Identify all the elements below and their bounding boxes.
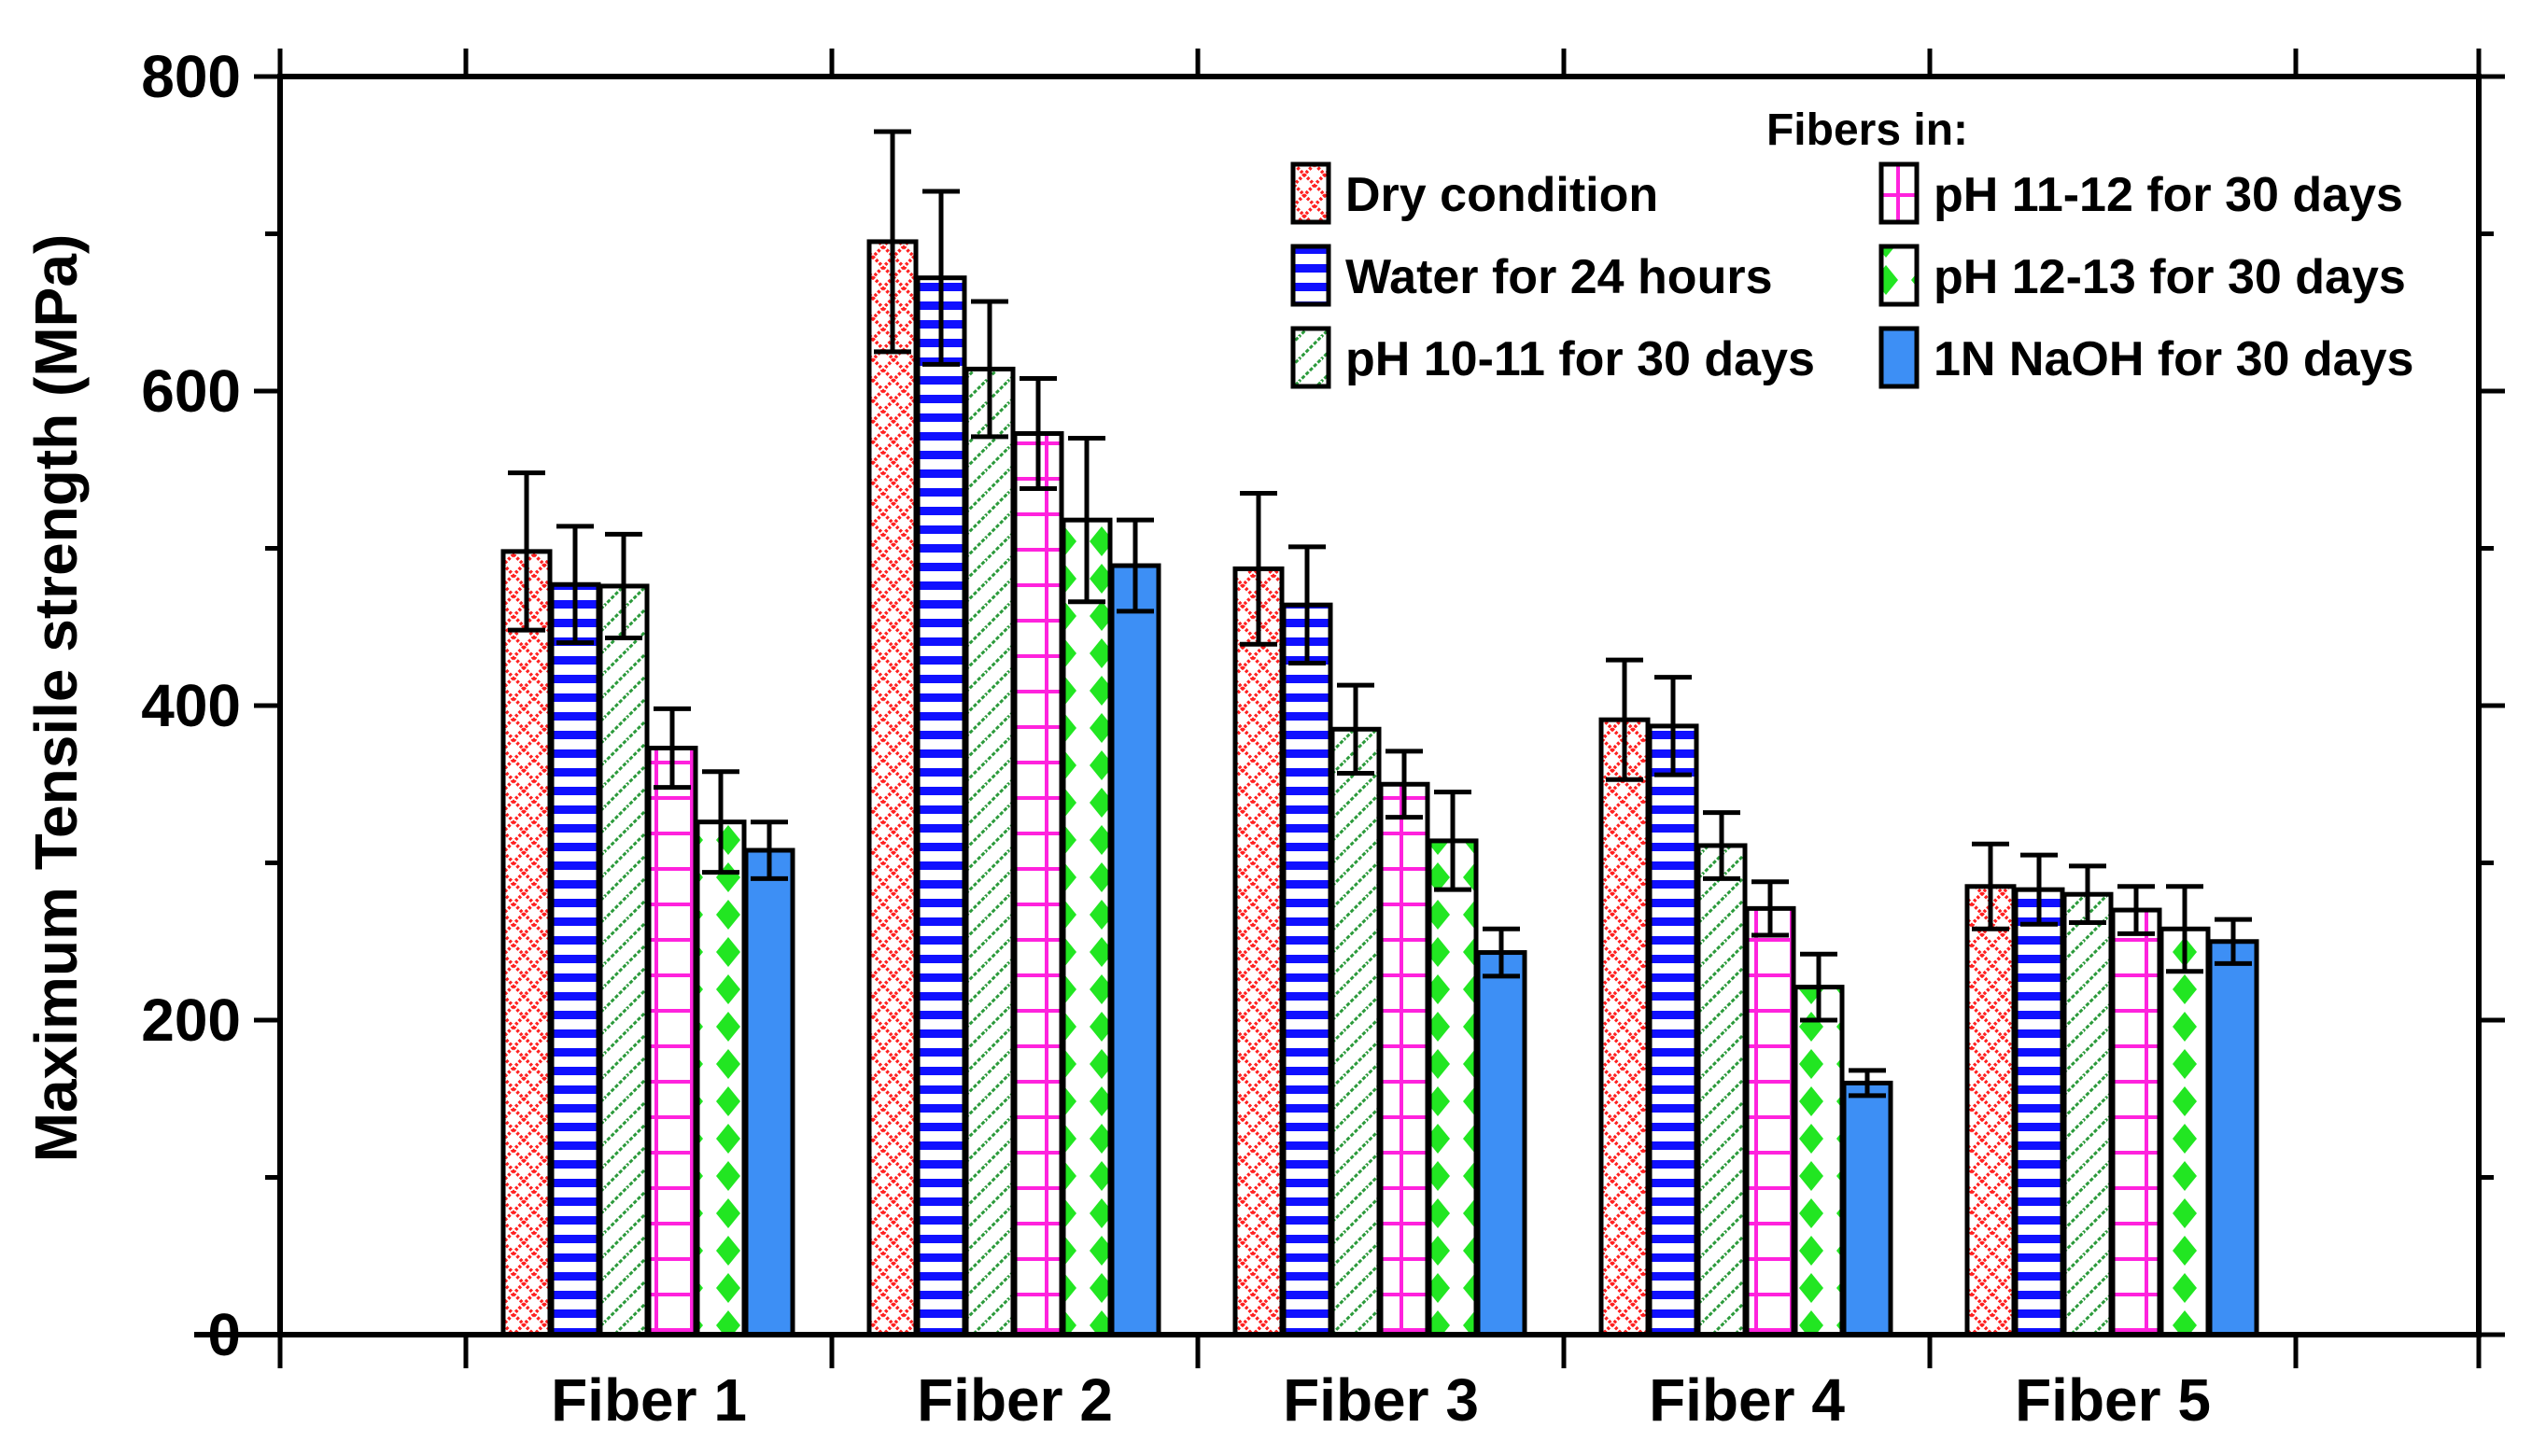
legend-swatch bbox=[1878, 326, 1920, 389]
error-bar-s3-c1 bbox=[605, 531, 642, 641]
bar-s5-c5 bbox=[2159, 926, 2211, 1337]
error-bar-s1-c3 bbox=[1240, 491, 1277, 647]
error-bar-s1-c1 bbox=[508, 470, 545, 633]
bar-s3-c4 bbox=[1695, 843, 1748, 1337]
y-tick-label: 400 bbox=[141, 672, 241, 739]
error-bar-s6-c4 bbox=[1849, 1068, 1886, 1099]
error-bar-s1-c2 bbox=[874, 129, 911, 355]
error-bar-s2-c3 bbox=[1288, 544, 1326, 666]
bar-s3-c2 bbox=[964, 366, 1016, 1337]
error-bar-s5-c5 bbox=[2166, 884, 2203, 974]
legend-swatch bbox=[1290, 161, 1331, 225]
bar-s6-c1 bbox=[743, 847, 795, 1337]
bar-s5-c3 bbox=[1427, 838, 1479, 1337]
bar-s2-c4 bbox=[1647, 723, 1699, 1337]
error-bar-s6-c3 bbox=[1483, 926, 1520, 979]
legend-item-1: Dry condition bbox=[1290, 161, 1658, 225]
legend-item-2: Water for 24 hours bbox=[1290, 244, 1773, 307]
error-bar-s2-c4 bbox=[1654, 675, 1692, 777]
legend-label: pH 11-12 for 30 days bbox=[1934, 168, 2403, 222]
legend-swatch bbox=[1878, 161, 1920, 225]
bar-s1-c3 bbox=[1232, 566, 1285, 1337]
error-bar-s4-c2 bbox=[1020, 376, 1057, 491]
bar-s4-c5 bbox=[2110, 907, 2162, 1337]
bar-s1-c5 bbox=[1964, 884, 2017, 1337]
x-category-label: Fiber 5 bbox=[2015, 1366, 2211, 1434]
legend-swatch bbox=[1290, 326, 1331, 389]
legend-title: Fibers in: bbox=[1766, 105, 1968, 155]
error-bar-s6-c1 bbox=[751, 819, 788, 881]
bar-s5-c1 bbox=[695, 819, 747, 1337]
error-bar-s3-c5 bbox=[2069, 863, 2106, 926]
bar-s2-c3 bbox=[1281, 602, 1333, 1337]
bar-group-2 bbox=[866, 129, 1161, 1337]
x-category-label: Fiber 2 bbox=[917, 1366, 1113, 1434]
legend-label: Water for 24 hours bbox=[1345, 250, 1773, 304]
error-bar-s2-c2 bbox=[922, 189, 960, 367]
error-bar-s1-c5 bbox=[1972, 841, 2009, 931]
y-tick-label: 200 bbox=[141, 987, 241, 1054]
legend-item-5: pH 12-13 for 30 days bbox=[1878, 244, 2406, 307]
error-bar-s3-c3 bbox=[1337, 682, 1374, 776]
bar-s1-c2 bbox=[866, 239, 919, 1337]
error-bar-s4-c1 bbox=[654, 706, 691, 791]
legend-item-4: pH 11-12 for 30 days bbox=[1878, 161, 2403, 225]
legend-item-6: 1N NaOH for 30 days bbox=[1878, 326, 2413, 389]
bars-layer bbox=[500, 129, 2259, 1337]
error-bar-s1-c4 bbox=[1606, 657, 1643, 782]
legend: Fibers in: Dry condition Water for 24 hou… bbox=[1290, 105, 2413, 389]
error-bar-s3-c4 bbox=[1703, 810, 1740, 881]
bar-s6-c4 bbox=[1841, 1080, 1893, 1337]
y-tick-label: 800 bbox=[141, 43, 241, 110]
error-bar-s2-c1 bbox=[556, 524, 594, 646]
bar-s4-c4 bbox=[1744, 905, 1796, 1337]
bar-s1-c4 bbox=[1598, 717, 1651, 1337]
bar-s4-c1 bbox=[646, 745, 698, 1337]
error-bar-s4-c4 bbox=[1751, 879, 1789, 938]
bar-s2-c2 bbox=[915, 275, 967, 1337]
x-category-label: Fiber 3 bbox=[1283, 1366, 1479, 1434]
legend-label: pH 12-13 for 30 days bbox=[1934, 250, 2406, 304]
bar-s3-c5 bbox=[2061, 891, 2114, 1337]
x-category-label: Fiber 4 bbox=[1649, 1366, 1845, 1434]
y-axis-title: Maximum Tensile strength (MPa) bbox=[22, 234, 90, 1163]
error-bar-s5-c2 bbox=[1068, 436, 1105, 605]
error-bar-s5-c3 bbox=[1434, 790, 1471, 892]
error-bar-s5-c1 bbox=[702, 769, 739, 875]
bar-s2-c5 bbox=[2013, 887, 2065, 1337]
bar-group-4 bbox=[1598, 657, 1893, 1337]
x-category-label: Fiber 1 bbox=[551, 1366, 747, 1434]
bar-group-5 bbox=[1964, 841, 2259, 1337]
legend-label: Dry condition bbox=[1345, 168, 1658, 222]
error-bar-s2-c5 bbox=[2020, 852, 2058, 927]
legend-label: 1N NaOH for 30 days bbox=[1934, 332, 2413, 386]
legend-swatch bbox=[1878, 244, 1920, 307]
legend-label: pH 10-11 for 30 days bbox=[1345, 332, 1815, 386]
error-bar-s6-c5 bbox=[2215, 917, 2252, 966]
legend-swatch bbox=[1290, 244, 1331, 307]
error-bar-s5-c4 bbox=[1800, 951, 1837, 1023]
bar-s6-c5 bbox=[2207, 939, 2259, 1337]
error-bar-s4-c3 bbox=[1386, 749, 1423, 820]
bar-s6-c3 bbox=[1475, 950, 1527, 1337]
bar-group-3 bbox=[1232, 491, 1527, 1337]
bar-s2-c1 bbox=[549, 581, 601, 1337]
bar-s3-c3 bbox=[1329, 726, 1382, 1337]
bar-s3-c1 bbox=[598, 583, 650, 1337]
bar-s5-c4 bbox=[1793, 985, 1845, 1337]
legend-item-3: pH 10-11 for 30 days bbox=[1290, 326, 1815, 389]
y-tick-label: 0 bbox=[207, 1301, 241, 1368]
bar-s4-c2 bbox=[1012, 430, 1064, 1337]
bar-s1-c1 bbox=[500, 549, 553, 1337]
y-tick-label: 600 bbox=[141, 357, 241, 425]
bar-s6-c2 bbox=[1109, 563, 1161, 1337]
error-bar-s3-c2 bbox=[971, 299, 1008, 440]
error-bar-s4-c5 bbox=[2117, 884, 2155, 936]
bar-s5-c2 bbox=[1061, 517, 1113, 1337]
bar-s4-c3 bbox=[1378, 781, 1430, 1337]
bar-group-1 bbox=[500, 470, 795, 1337]
axes-layer: 0 200 400 600 800 Fiber 1 Fiber 2 Fiber 3 Fiber … bbox=[141, 43, 2505, 1434]
error-bar-s6-c2 bbox=[1117, 517, 1154, 614]
